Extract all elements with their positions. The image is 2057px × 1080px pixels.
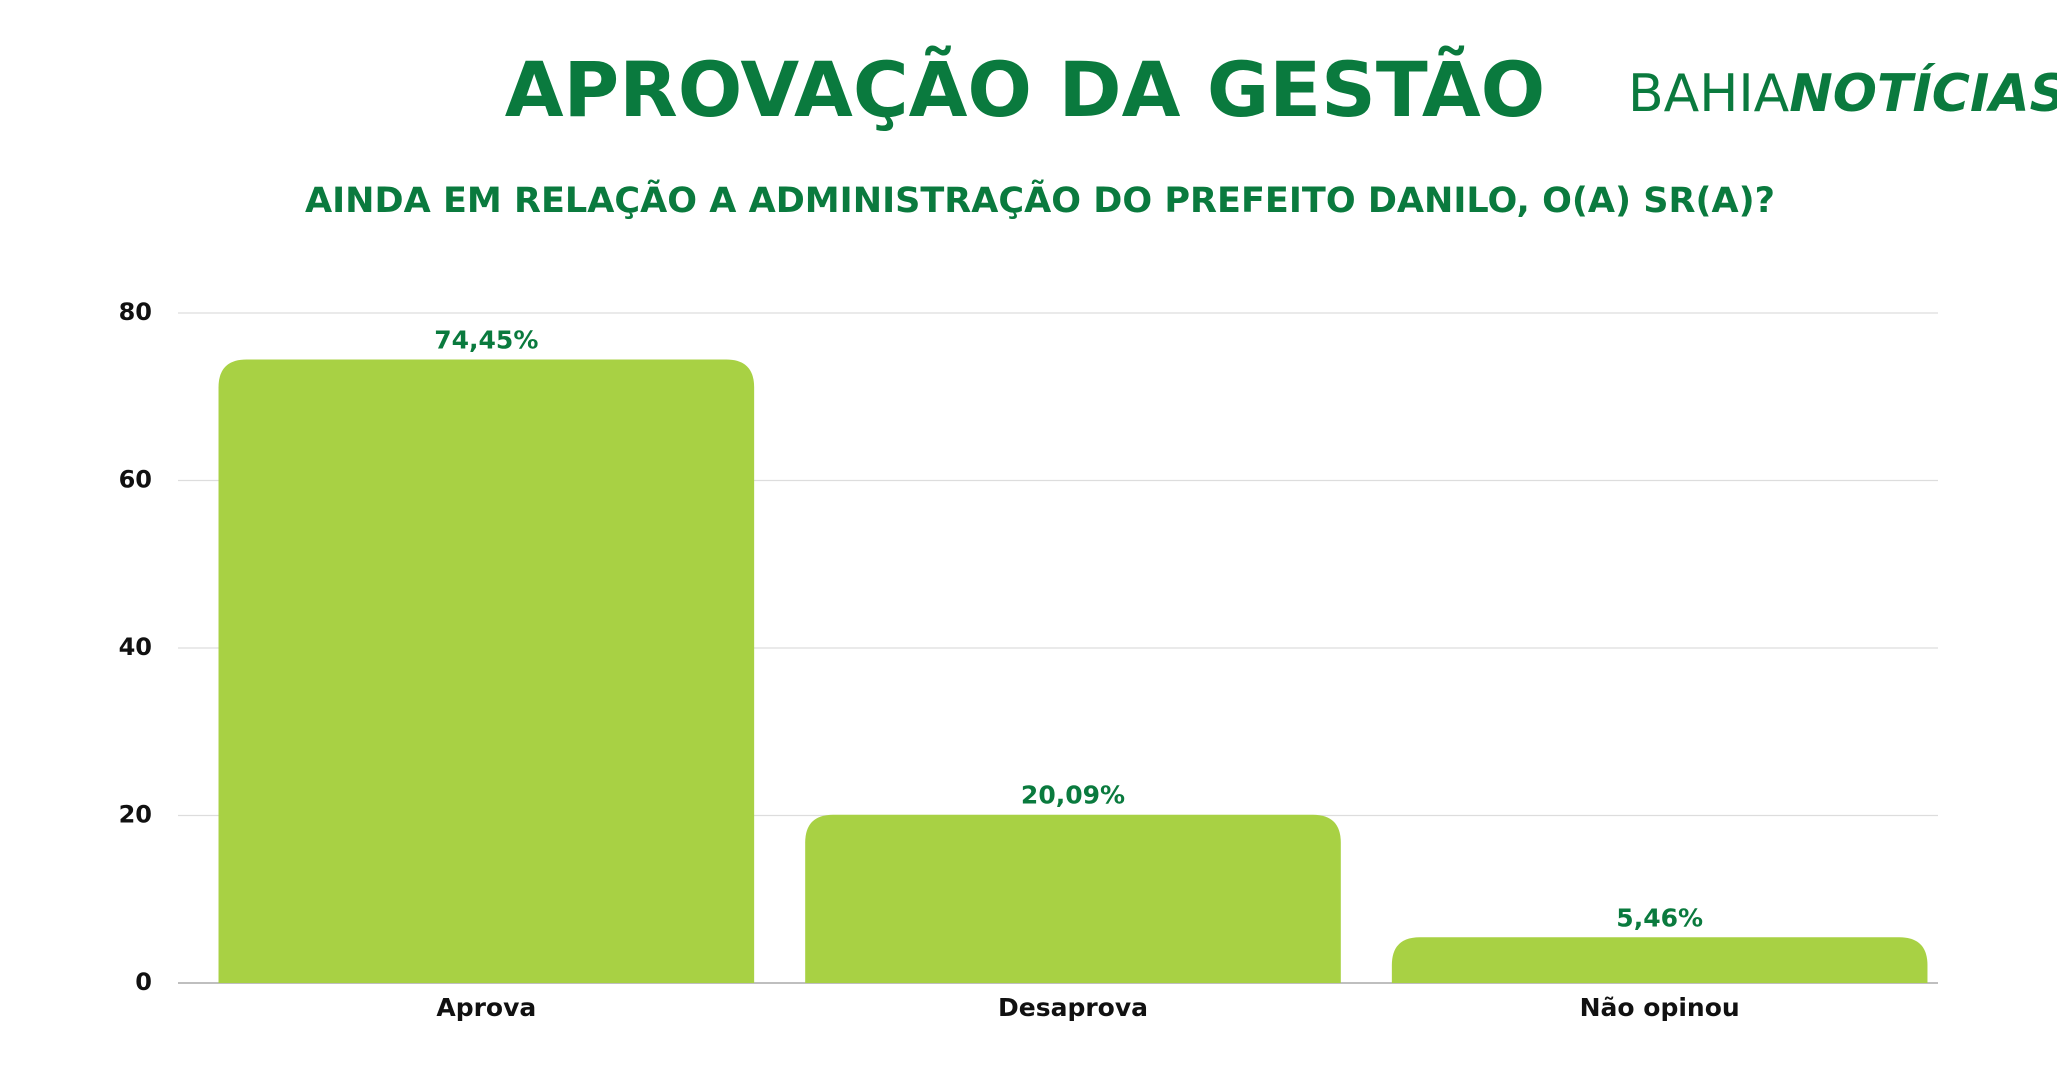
chart-title: APROVAÇÃO DA GESTÃO (505, 45, 1546, 134)
value-label: 5,46% (1616, 903, 1703, 932)
logo-bold: NOTÍCIAS (1789, 63, 2057, 124)
x-tick-label: Não opinou (1580, 993, 1740, 1022)
chart-subtitle: AINDA EM RELAÇÃO A ADMINISTRAÇÃO DO PREF… (305, 179, 1775, 221)
x-tick-label: Aprova (436, 993, 536, 1022)
x-tick-label: Desaprova (998, 993, 1148, 1022)
y-tick-label: 60 (119, 466, 152, 494)
bar (1391, 937, 1928, 983)
bar (805, 814, 1341, 983)
y-tick-label: 40 (119, 633, 152, 661)
logo: BAHIANOTÍCIAS (1628, 63, 2057, 124)
value-label: 20,09% (1021, 781, 1125, 810)
y-tick-label: 80 (119, 298, 152, 326)
logo-light: BAHIA (1628, 64, 1790, 124)
y-tick-label: 0 (135, 968, 152, 996)
y-tick-label: 20 (119, 801, 152, 829)
bar (218, 359, 755, 983)
value-label: 74,45% (434, 325, 538, 354)
